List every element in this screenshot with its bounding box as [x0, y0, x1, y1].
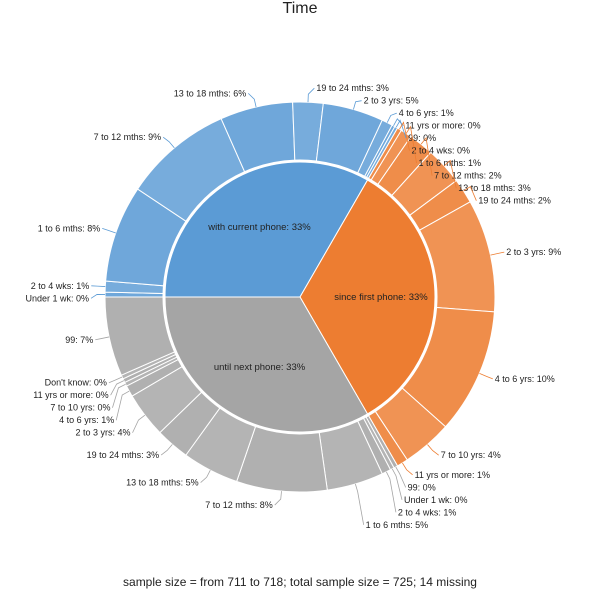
leader-line	[490, 251, 505, 256]
inner-label-since-first-phone: since first phone: 33%	[334, 292, 428, 303]
leader-line	[353, 100, 362, 110]
leader-line	[112, 383, 126, 408]
inner-label-with-current-phone: with current phone: 33%	[207, 222, 311, 233]
outer-label-with-current-phone-under-1-wk-0: Under 1 wk: 0%	[25, 293, 89, 303]
leader-line	[115, 390, 130, 421]
outer-label-since-first-phone-4-to-6-yrs-10: 4 to 6 yrs: 10%	[495, 374, 555, 384]
leader-line	[427, 444, 439, 456]
outer-label-until-next-phone-7-to-12-mths-8: 7 to 12 mths: 8%	[205, 500, 273, 510]
outer-label-since-first-phone-1-to-6-mths-1: 1 to 6 mths: 1%	[419, 158, 482, 168]
outer-label-until-next-phone-2-to-4-wks-1: 2 to 4 wks: 1%	[398, 507, 457, 517]
outer-label-until-next-phone-99-7: 99: 7%	[65, 335, 93, 345]
inner-slice-until-next-phone	[164, 296, 369, 433]
outer-label-until-next-phone-2-to-3-yrs-4: 2 to 3 yrs: 4%	[75, 428, 130, 438]
outer-label-with-current-phone-4-to-6-yrs-1: 4 to 6 yrs: 1%	[399, 108, 454, 118]
leader-line	[399, 121, 410, 151]
outer-label-until-next-phone-7-to-10-yrs-0: 7 to 10 yrs: 0%	[50, 403, 110, 413]
leader-line	[386, 471, 397, 513]
outer-label-since-first-phone-19-to-24-mths-2: 19 to 24 mths: 2%	[478, 196, 551, 206]
outer-label-with-current-phone-19-to-24-mths-3: 19 to 24 mths: 3%	[316, 83, 389, 93]
leader-line	[354, 483, 365, 525]
outer-label-since-first-phone-2-to-4-wks-0: 2 to 4 wks: 0%	[411, 146, 470, 156]
leader-line	[95, 336, 110, 341]
outer-label-until-next-phone-99-0: 99: 0%	[408, 482, 436, 492]
inner-slice-since-first-phone	[299, 179, 436, 415]
outer-label-with-current-phone-2-to-4-wks-1: 2 to 4 wks: 1%	[31, 281, 90, 291]
leader-line	[395, 466, 407, 488]
outer-label-with-current-phone-13-to-18-mths-6: 13 to 18 mths: 6%	[174, 88, 247, 98]
leader-line	[391, 468, 403, 500]
outer-label-with-current-phone-7-to-12-mths-9: 7 to 12 mths: 9%	[94, 132, 162, 142]
leader-line	[479, 372, 493, 380]
chart-title: Time	[282, 0, 318, 17]
leader-line	[444, 159, 457, 189]
outer-label-until-next-phone-don-t-know-0: Don't know: 0%	[45, 378, 107, 388]
sample-size-note: sample size = from 711 to 718; total sam…	[123, 575, 477, 589]
leader-line	[162, 136, 175, 149]
leader-line	[108, 376, 123, 384]
outer-label-until-next-phone-1-to-6-mths-5: 1 to 6 mths: 5%	[366, 520, 429, 530]
outer-label-since-first-phone-2-to-3-yrs-9: 2 to 3 yrs: 9%	[506, 247, 561, 257]
leader-line	[405, 125, 417, 164]
outer-label-since-first-phone-7-to-10-yrs-4: 7 to 10 yrs: 4%	[441, 450, 501, 460]
inner-label-until-next-phone: until next phone: 33%	[214, 362, 306, 373]
outer-label-with-current-phone-99-0: 99: 0%	[408, 133, 436, 143]
outer-label-until-next-phone-13-to-18-mths-5: 13 to 18 mths: 5%	[126, 478, 199, 488]
leader-line	[110, 380, 125, 396]
leader-line	[90, 294, 106, 299]
leader-line	[395, 119, 407, 139]
outer-label-until-next-phone-4-to-6-yrs-1: 4 to 6 yrs: 1%	[59, 415, 114, 425]
inner-slice-with-current-phone	[164, 161, 369, 298]
leader-line	[420, 136, 433, 176]
outer-label-with-current-phone-11-yrs-or-more-0: 11 yrs or more: 0%	[405, 121, 480, 131]
outer-slice-until-next-phone-99-7	[104, 296, 176, 376]
outer-label-until-next-phone-11-yrs-or-more-0: 11 yrs or more: 0%	[33, 390, 108, 400]
leader-line	[91, 285, 106, 287]
outer-label-with-current-phone-2-to-3-yrs-5: 2 to 3 yrs: 5%	[364, 96, 419, 106]
leader-line	[463, 186, 477, 201]
leader-line	[386, 112, 397, 123]
leader-line	[274, 491, 282, 506]
outer-label-since-first-phone-7-to-12-mths-2: 7 to 12 mths: 2%	[434, 171, 502, 181]
leader-line	[402, 462, 413, 476]
leader-line	[102, 228, 116, 234]
leader-line	[160, 444, 173, 456]
outer-label-until-next-phone-19-to-24-mths-3: 19 to 24 mths: 3%	[87, 450, 160, 460]
leader-line	[132, 414, 146, 433]
leader-line	[307, 87, 315, 103]
outer-label-until-next-phone-under-1-wk-0: Under 1 wk: 0%	[404, 495, 468, 505]
outer-label-since-first-phone-13-to-18-mths-3: 13 to 18 mths: 3%	[458, 183, 531, 193]
outer-label-since-first-phone-11-yrs-or-more-1: 11 yrs or more: 1%	[415, 470, 490, 480]
leader-line	[248, 93, 257, 108]
outer-label-with-current-phone-1-to-6-mths-8: 1 to 6 mths: 8%	[38, 223, 101, 233]
leader-line	[200, 469, 211, 483]
